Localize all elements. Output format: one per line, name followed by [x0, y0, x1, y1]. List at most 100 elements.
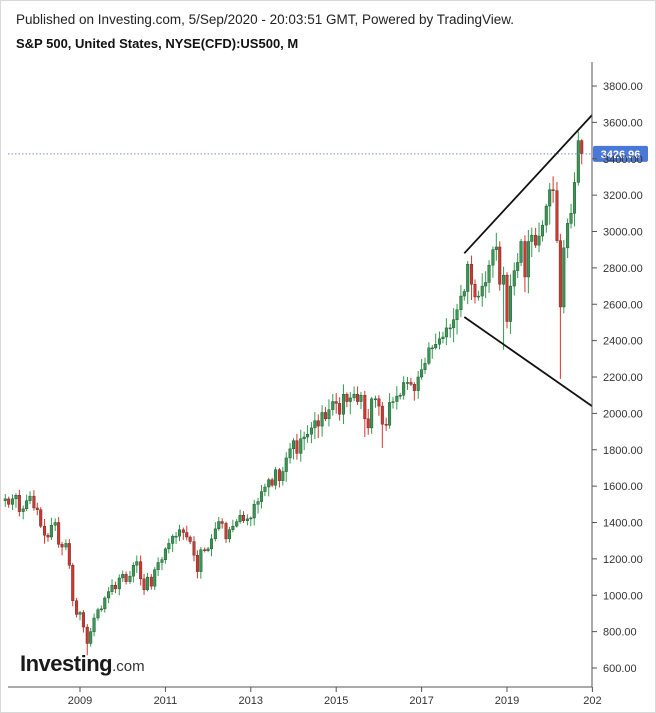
- y-tick-label: 1600.00: [603, 481, 643, 493]
- candle-body: [131, 565, 135, 577]
- candle-body: [505, 274, 509, 322]
- candle-body: [78, 612, 82, 615]
- candle-body: [64, 543, 68, 548]
- candle-body: [502, 274, 506, 285]
- candle-body: [203, 549, 207, 551]
- x-tick-label: 2015: [324, 695, 348, 707]
- y-tick-label: 1400.00: [603, 518, 643, 530]
- candle-body: [181, 529, 185, 533]
- candle-body: [135, 561, 139, 566]
- candle-body: [121, 574, 125, 579]
- candle-body: [295, 440, 299, 454]
- candle-body: [526, 241, 530, 278]
- x-tick-label: 2017: [409, 695, 433, 707]
- candle-body: [99, 608, 103, 611]
- candle-body: [352, 394, 356, 399]
- candle-body: [530, 234, 534, 242]
- candle-body: [309, 427, 313, 435]
- candle-body: [224, 523, 228, 540]
- y-tick-label: 3000.00: [603, 227, 643, 239]
- candle-body: [380, 405, 384, 425]
- candle-body: [427, 347, 431, 364]
- candle-body: [60, 544, 64, 548]
- candle-body: [21, 508, 25, 512]
- candle-body: [242, 515, 246, 521]
- candle-body: [452, 319, 456, 329]
- candle-body: [519, 241, 523, 263]
- candle-body: [284, 457, 288, 472]
- y-tick-label: 2600.00: [603, 299, 643, 311]
- candle-body: [462, 291, 466, 297]
- candle-body: [416, 376, 420, 391]
- candle-body: [384, 424, 388, 426]
- candle-body: [174, 535, 178, 538]
- candle-body: [423, 363, 427, 370]
- last-price-line: 3426.96: [8, 145, 648, 162]
- candle-body: [71, 565, 75, 601]
- candle-body: [28, 495, 32, 501]
- candle-body: [263, 486, 267, 492]
- candle-body: [206, 548, 210, 551]
- candle-body: [484, 282, 488, 287]
- candle-body: [107, 591, 111, 599]
- candle-body: [3, 498, 7, 501]
- candle-body: [420, 369, 424, 378]
- candle-body: [153, 569, 157, 587]
- candle-body: [334, 401, 338, 404]
- candle-body: [210, 538, 214, 550]
- candlesticks: [3, 131, 584, 656]
- candle-body: [398, 394, 402, 397]
- candle-body: [459, 295, 463, 310]
- candle-body: [302, 436, 306, 440]
- candle-body: [249, 517, 253, 520]
- candle-body: [548, 189, 552, 207]
- candle-body: [92, 617, 96, 632]
- candle-body: [544, 205, 548, 226]
- candle-body: [167, 543, 171, 550]
- candle-body: [494, 246, 498, 250]
- candle-body: [156, 562, 160, 570]
- candle-body: [177, 529, 181, 537]
- candle-body: [331, 401, 335, 410]
- candle-body: [163, 548, 167, 560]
- candle-body: [576, 140, 580, 183]
- candle-body: [558, 240, 562, 308]
- candle-body: [270, 479, 274, 486]
- trend-lines: [463, 114, 593, 407]
- candle-body: [572, 182, 576, 214]
- candle-body: [75, 600, 79, 615]
- candle-body: [288, 448, 292, 459]
- candle-body: [256, 501, 260, 505]
- last-price-badge: [593, 145, 648, 162]
- candle-body: [537, 235, 541, 246]
- x-tick-label: 2011: [154, 695, 178, 707]
- candle-body: [57, 522, 61, 545]
- x-tick-label: 2009: [68, 695, 92, 707]
- candle-body: [438, 338, 442, 345]
- candle-body: [441, 336, 445, 340]
- candle-body: [238, 515, 242, 522]
- candle-body: [356, 394, 360, 402]
- candle-body: [43, 525, 47, 536]
- candle-body: [388, 402, 392, 426]
- published-caption: Published on Investing.com, 5/Sep/2020 -…: [16, 12, 515, 27]
- candle-body: [35, 507, 39, 510]
- investing-logo: Investing.com: [20, 651, 145, 677]
- candle-body: [81, 612, 85, 628]
- logo-main-text: Investing: [20, 651, 113, 676]
- candle-body: [85, 626, 89, 644]
- candle-body: [473, 284, 477, 298]
- x-tick-label: 202: [583, 695, 601, 707]
- candle-body: [39, 509, 43, 527]
- candle-body: [128, 575, 132, 582]
- candle-body: [359, 394, 363, 402]
- candle-body: [124, 574, 128, 582]
- candle-body: [455, 309, 459, 320]
- logo-suffix-text: .com: [112, 658, 145, 675]
- candle-body: [551, 189, 555, 191]
- candle-body: [540, 224, 544, 237]
- candle-body: [281, 471, 285, 481]
- candle-body: [555, 190, 559, 241]
- symbol-title: S&P 500, United States, NYSE(CFD):US500,…: [16, 36, 299, 51]
